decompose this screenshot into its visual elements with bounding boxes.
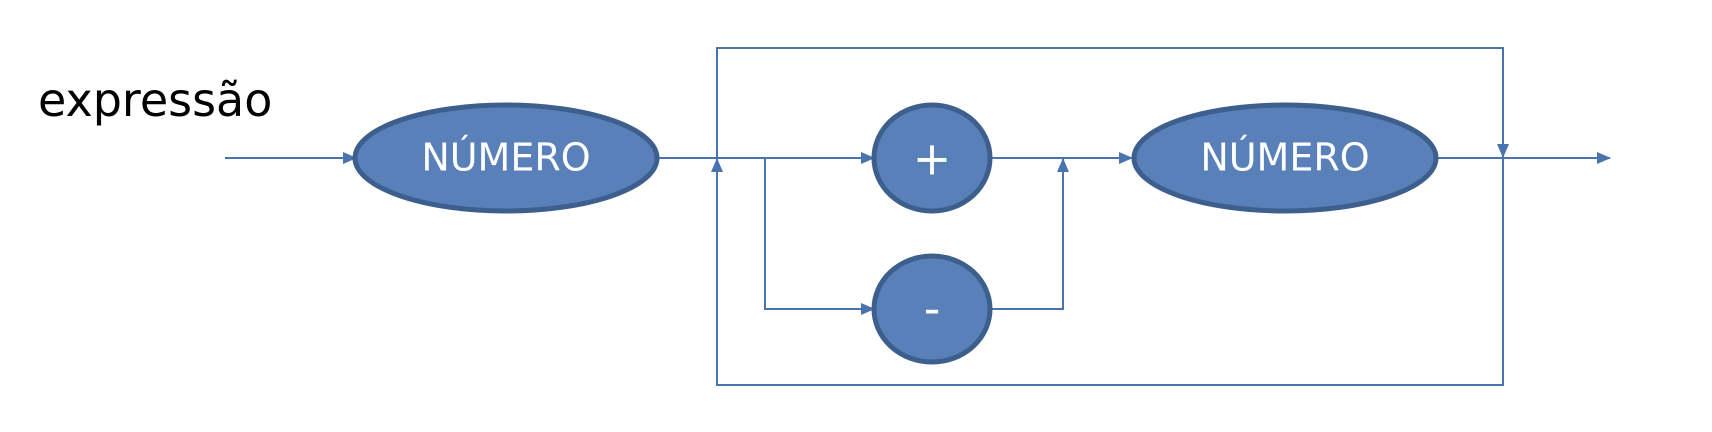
plus-ellipse xyxy=(871,102,993,214)
numero-1-ellipse xyxy=(352,102,660,214)
numero-1-label: NÚMERO xyxy=(421,136,590,180)
numero-2-label: NÚMERO xyxy=(1200,136,1369,180)
to-minus-arrow xyxy=(764,158,875,315)
node-minus: - xyxy=(871,253,993,365)
node-plus: + xyxy=(871,102,993,214)
top-bypass-arrow xyxy=(716,47,1509,158)
plus-label: + xyxy=(913,132,952,186)
minus-label: - xyxy=(924,282,941,336)
connectors xyxy=(225,47,1611,386)
numero-2-ellipse xyxy=(1131,102,1439,214)
minus-ellipse xyxy=(871,253,993,365)
diagram-title: expressão xyxy=(38,73,272,127)
bottom-loop-arrow xyxy=(711,158,1504,386)
minus-merge-arrow xyxy=(992,158,1069,310)
node-numero-2: NÚMERO xyxy=(1131,102,1439,214)
node-numero-1: NÚMERO xyxy=(352,102,660,214)
